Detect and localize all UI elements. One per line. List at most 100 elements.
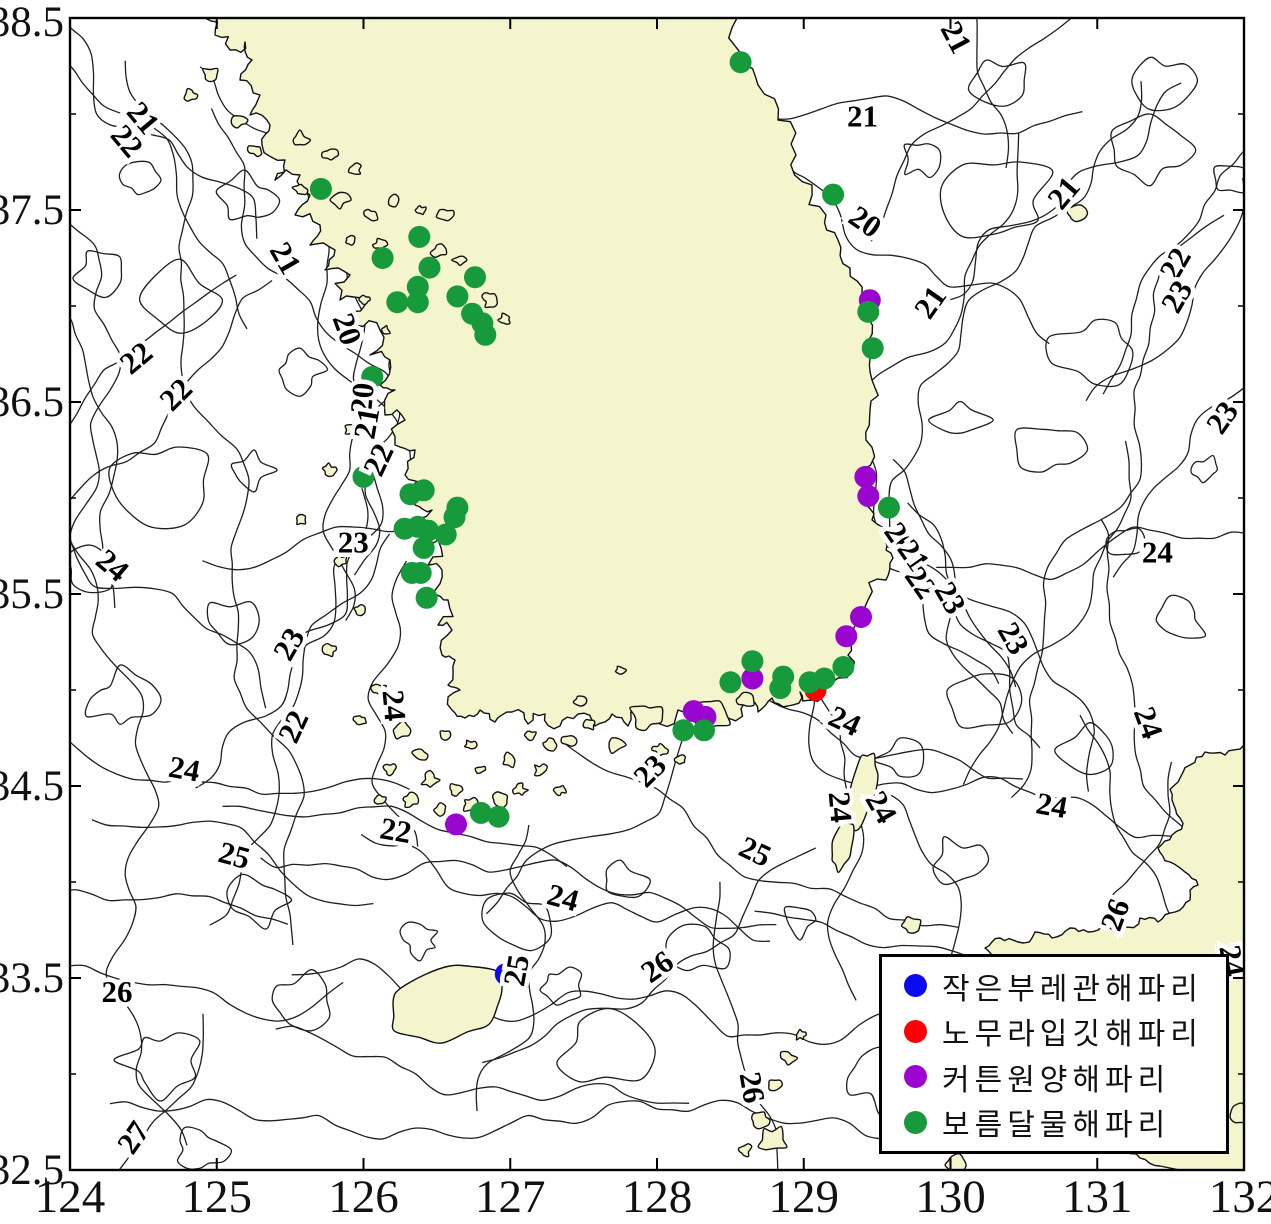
contour-line (195, 488, 369, 789)
contour-loop (783, 905, 817, 941)
contour-loop (278, 347, 329, 397)
contour-label: 24 (1127, 702, 1170, 743)
contour-label: 21 (263, 236, 309, 280)
legend-label: 보름달물해파리 (942, 1109, 1171, 1143)
contour-loop (118, 160, 162, 196)
contour-label: 22 (271, 705, 316, 748)
jellyfish-point-dactylometra (850, 606, 872, 628)
contour-loop (72, 250, 123, 299)
contour-loop (556, 1007, 656, 1083)
island (464, 739, 478, 750)
contour-loop (1131, 56, 1199, 112)
x-tick-label: 131 (1062, 1171, 1133, 1223)
jellyfish-point-aurelia (309, 177, 332, 200)
y-tick-label: 37.5 (0, 187, 64, 234)
jellyfish-points (309, 51, 900, 986)
contour-loop (1105, 527, 1146, 556)
jellyfish-point-aurelia (672, 719, 695, 742)
island (502, 751, 516, 769)
island (900, 916, 922, 934)
island (451, 255, 468, 267)
contour-label: 26 (102, 974, 133, 1009)
y-tick-label: 36.5 (0, 379, 64, 426)
legend-label: 노무라입깃해파리 (942, 1018, 1203, 1052)
contour-loop (1054, 722, 1114, 776)
x-tick-label: 126 (328, 1171, 399, 1223)
legend-marker-physalia (904, 974, 927, 998)
island (497, 312, 511, 325)
jellyfish-point-aurelia (487, 805, 510, 828)
legend-item-physalia: 작은부레관해파리 (894, 963, 1226, 1009)
island (779, 1050, 799, 1066)
jellyfish-point-aurelia (406, 291, 429, 314)
jellyfish-point-aurelia (417, 519, 440, 542)
tsushima-island (831, 821, 855, 874)
x-tick-label: 132 (1209, 1171, 1271, 1223)
jellyfish-point-aurelia (857, 300, 880, 323)
contour-label: 22 (377, 810, 414, 850)
island (333, 553, 348, 568)
island (382, 763, 397, 777)
island (402, 791, 420, 809)
island (512, 782, 529, 796)
korea-landmass (204, 18, 894, 730)
jellyfish-point-aurelia (418, 256, 441, 279)
legend-item-dactylometra: 커튼원양해파리 (894, 1054, 1226, 1100)
island (449, 783, 464, 797)
island (650, 742, 670, 757)
y-tick-label: 38.5 (0, 0, 64, 46)
jellyfish-point-aurelia (832, 656, 855, 678)
contour-label: 25 (734, 829, 777, 874)
contour-line (1085, 177, 1244, 402)
island (572, 695, 588, 707)
contour-line (275, 1025, 690, 1104)
contour-label: 25 (496, 952, 536, 989)
contour-label: 26 (634, 943, 679, 989)
contour-line (260, 857, 777, 930)
y-tick-label: 35.5 (0, 571, 64, 618)
contour-label: 23 (1154, 274, 1200, 318)
jellyfish-point-aurelia (408, 225, 431, 248)
island (433, 802, 447, 817)
x-tick-label: 125 (182, 1171, 253, 1223)
contour-loop (1190, 454, 1218, 484)
contour-line (936, 526, 1244, 581)
island (481, 292, 499, 309)
legend-item-aurelia: 보름달물해파리 (894, 1100, 1226, 1146)
contour-loop (1045, 318, 1134, 388)
contour-label: 27 (110, 1115, 156, 1160)
contour-line (70, 964, 344, 1022)
island (320, 148, 340, 161)
contour-line (109, 1098, 1011, 1142)
contour-line (70, 25, 258, 239)
contour-line (70, 741, 410, 796)
island (735, 691, 755, 707)
contour-line (91, 819, 374, 907)
contour-line (210, 108, 394, 389)
jellyfish-point-aurelia (822, 183, 845, 206)
jellyfish-point-aurelia (729, 51, 752, 74)
jellyfish-point-aurelia (464, 266, 486, 289)
contour-line (1079, 714, 1244, 990)
island (183, 87, 199, 102)
contour-loop (206, 601, 260, 646)
contour-line (943, 82, 1182, 302)
contour-label: 21 (346, 405, 386, 442)
island (358, 294, 371, 306)
contour-line (892, 458, 1014, 734)
island (352, 715, 367, 726)
jellyfish-point-dactylometra (854, 465, 877, 488)
contour-line (712, 881, 779, 1170)
contour-line (976, 18, 1010, 168)
contour-loop (605, 859, 651, 899)
legend-marker-nemopilema (904, 1019, 927, 1043)
contour-label: 23 (338, 525, 369, 560)
contour-line (475, 824, 547, 1112)
jellyfish-point-aurelia (861, 337, 884, 360)
contour-label: 21 (907, 279, 953, 324)
contour-label: 24 (544, 876, 583, 918)
island (373, 794, 387, 805)
contour-line (124, 60, 305, 946)
